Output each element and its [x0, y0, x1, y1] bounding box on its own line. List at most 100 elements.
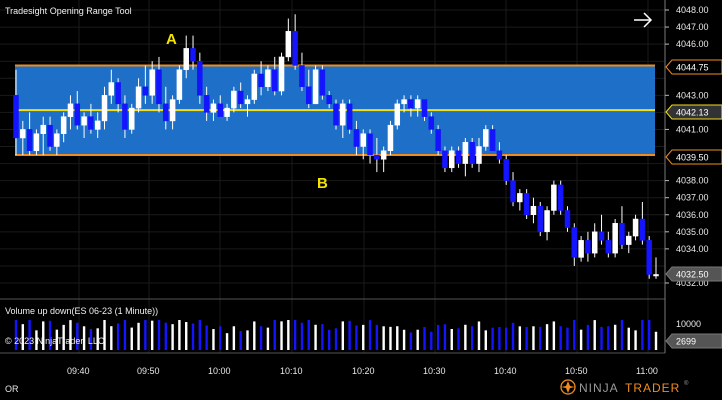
candle: [605, 231, 612, 258]
volume-bar: [518, 326, 522, 350]
candle: [108, 69, 115, 104]
volume-bar: [341, 321, 345, 350]
candle: [510, 172, 516, 207]
candle: [203, 86, 210, 121]
candle: [380, 146, 387, 173]
candle: [503, 155, 509, 185]
candle: [197, 52, 203, 104]
svg-text:2699: 2699: [676, 337, 696, 347]
price-tick-label: 4048.00: [676, 5, 709, 15]
volume-bar: [219, 326, 222, 350]
volume-bar: [532, 326, 535, 350]
volume-bar: [607, 326, 610, 350]
svg-text:4032.50: 4032.50: [676, 270, 709, 280]
candle: [626, 231, 632, 254]
price-axis[interactable]: 4048.00 4047.00 4046.00 4043.00 4041.00 4038.…: [665, 5, 709, 288]
volume-bar: [647, 320, 651, 350]
volume-bar: [293, 320, 297, 350]
candle: [544, 206, 550, 241]
candle: [33, 129, 40, 156]
logo-registered-mark: ®: [684, 380, 689, 387]
candle: [13, 69, 19, 156]
candle: [60, 112, 67, 143]
volume-bar: [416, 329, 419, 350]
volume-bar: [396, 326, 399, 350]
volume-bar: [198, 320, 202, 350]
volume-bar: [103, 320, 106, 350]
time-tick-label: 10:20: [352, 366, 375, 376]
volume-bar: [552, 321, 556, 350]
volume-bar: [253, 321, 256, 350]
candle: [81, 112, 87, 138]
volume-bar: [239, 331, 242, 350]
time-tick-label: 09:50: [137, 366, 160, 376]
candle: [632, 214, 639, 241]
volume-bar: [593, 320, 596, 350]
time-tick-label: 11:00: [636, 366, 658, 376]
volume-bar: [443, 324, 447, 350]
candle: [292, 14, 298, 70]
candle: [414, 95, 421, 117]
candle: [333, 99, 339, 130]
candle: [40, 116, 46, 156]
volume-bar: [368, 320, 372, 350]
volume-bar: [42, 321, 45, 350]
candle: [47, 116, 53, 151]
volume-bar: [137, 322, 140, 350]
volume-bar: [525, 326, 528, 350]
candle: [401, 95, 407, 113]
volume-bar: [620, 320, 624, 350]
candle: [517, 189, 523, 211]
price-tick-label: 4041.00: [676, 124, 709, 134]
volume-bar: [402, 329, 406, 350]
volume-bar: [430, 331, 433, 350]
volume-bar: [545, 324, 549, 350]
volume-bar: [266, 327, 270, 350]
candle: [306, 69, 312, 109]
candle: [489, 125, 496, 152]
candle: [190, 35, 196, 70]
price-tag-last: 4032.50: [665, 266, 722, 282]
volume-bar: [205, 325, 208, 350]
candle: [67, 95, 74, 130]
time-tick-label: 10:40: [494, 366, 517, 376]
candle: [258, 61, 264, 96]
candle: [340, 99, 346, 138]
volume-bar: [96, 328, 99, 350]
candle: [285, 18, 292, 62]
candle: [163, 86, 169, 130]
price-tick-label: 4032.00: [676, 278, 709, 288]
volume-bar: [116, 323, 120, 350]
price-tick-label: 4046.00: [676, 39, 709, 49]
time-tick-label: 10:50: [565, 366, 588, 376]
price-tick-label: 4037.00: [676, 193, 709, 203]
candle: [564, 206, 571, 232]
candle: [231, 86, 237, 113]
volume-bar: [470, 326, 474, 350]
logo-star-shape: [561, 381, 575, 393]
arrow-right-icon[interactable]: [634, 12, 653, 28]
candle: [435, 125, 441, 156]
volume-bar: [280, 321, 283, 350]
volume-bar: [477, 321, 481, 350]
price-grid: [0, 0, 665, 353]
volume-bar: [566, 327, 569, 350]
time-axis[interactable]: 09:40 09:50 10:00 10:10 10:20 10:30 10:40 10:50…: [67, 366, 658, 376]
volume-bar: [321, 324, 324, 350]
volume-bar: [48, 320, 52, 350]
candle: [149, 61, 155, 104]
volume-bar: [55, 329, 59, 350]
volume-bar: [300, 322, 304, 350]
candle: [265, 65, 271, 92]
volume-bar: [144, 320, 147, 350]
candle: [278, 52, 285, 96]
volume-bar: [89, 328, 93, 350]
candle: [312, 65, 319, 105]
volume-bar: [212, 329, 215, 350]
candle: [251, 69, 258, 104]
volume-bar: [613, 324, 617, 350]
price-tick-label: 4047.00: [676, 22, 709, 32]
volume-panel-title: Volume up down(ES 06-23 (1 Minute)): [5, 306, 158, 316]
volume-bar: [287, 320, 290, 350]
